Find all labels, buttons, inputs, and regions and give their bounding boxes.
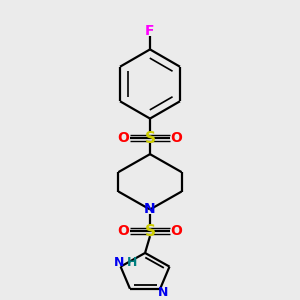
Text: S: S	[145, 131, 155, 146]
Text: O: O	[171, 224, 183, 238]
Text: O: O	[171, 131, 183, 145]
Text: N: N	[144, 202, 156, 217]
Text: S: S	[145, 224, 155, 239]
Text: N: N	[113, 256, 124, 269]
Text: O: O	[117, 224, 129, 238]
Text: H: H	[127, 256, 138, 269]
Text: F: F	[145, 24, 155, 38]
Text: N: N	[158, 286, 168, 299]
Text: O: O	[117, 131, 129, 145]
